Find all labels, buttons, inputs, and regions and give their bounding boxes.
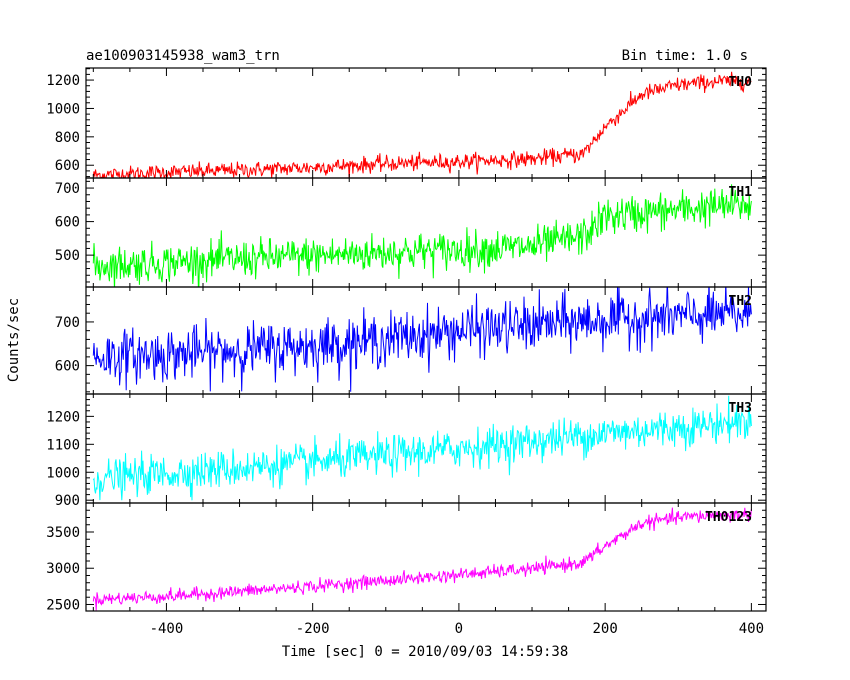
panel-frame [85,502,767,612]
y-tick-label: 1100 [46,437,80,453]
chart-title: ae100903145938_wam3_trn [86,48,280,64]
x-tick-label: 200 [592,621,617,637]
panel-th0: 600 800 1000 1200 TH0 [46,67,767,179]
x-tick-label: 0 [455,621,463,637]
series-line-th0123 [92,507,752,611]
bin-time-label: Bin time: 1.0 s [622,48,748,64]
y-tick-label: 600 [55,158,80,174]
series-line-th3 [92,395,752,501]
series-line-th2 [92,287,752,392]
panel-label-th2: TH2 [729,294,752,309]
y-tick-label: 700 [55,315,80,331]
y-tick-label: 600 [55,215,80,231]
y-tick-label: 1200 [46,409,80,425]
y-tick-label: 1200 [46,73,80,89]
panel-label-th0: TH0 [729,75,753,90]
panel-th0123: 2500 3000 3500 TH0123 -400 -200 0 200 400 [46,502,767,637]
y-tick-label: 1000 [46,101,80,117]
x-tick-label: -400 [150,621,184,637]
y-tick-label: 500 [55,248,80,264]
y-tick-label: 700 [55,181,80,197]
panel-label-th0123: TH0123 [705,510,752,525]
y-tick-label: 600 [55,359,80,375]
x-tick-label: 400 [739,621,764,637]
panel-label-th1: TH1 [729,185,753,200]
panels-group: 600 800 1000 1200 TH0 500 600 700 TH1 600 700 TH2 90… [46,67,767,637]
series-line-th0 [92,71,752,178]
y-axis-title: Counts/sec [6,298,22,382]
y-tick-label: 1000 [46,465,80,481]
y-tick-label: 3000 [46,561,80,577]
panel-frame [85,393,767,504]
panel-th1: 500 600 700 TH1 [55,177,767,288]
y-tick-label: 2500 [46,597,80,613]
y-tick-label: 3500 [46,525,80,541]
x-axis-title: Time [sec] 0 = 2010/09/03 14:59:38 [282,644,569,660]
panel-label-th3: TH3 [729,401,752,416]
x-tick-label: -200 [296,621,330,637]
series-line-th1 [92,184,752,287]
panel-th3: 900 1000 1100 1200 TH3 [46,393,767,509]
y-tick-label: 900 [55,493,80,509]
panel-th2: 600 700 TH2 [55,286,767,395]
y-tick-label: 800 [55,130,80,146]
